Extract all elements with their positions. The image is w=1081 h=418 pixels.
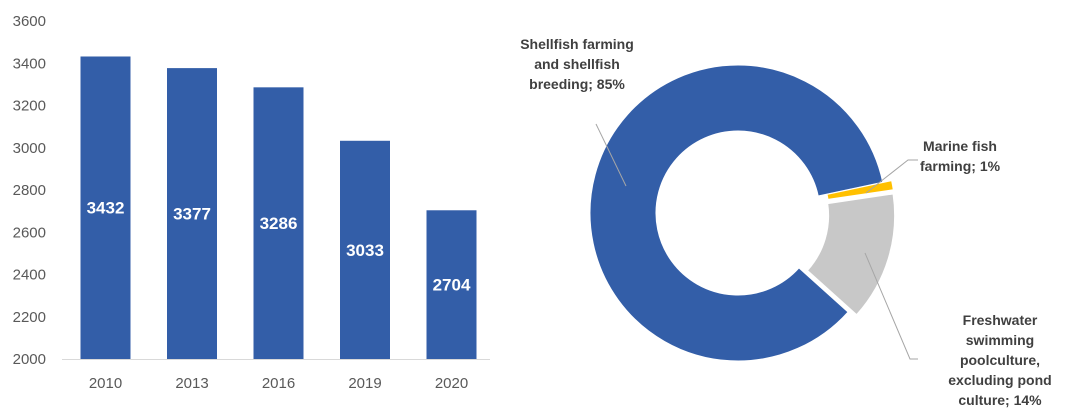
x-tick-label: 2013: [175, 375, 208, 392]
y-tick-label: 2200: [13, 309, 46, 326]
slice-0: [589, 64, 884, 362]
slice-label: excluding pond: [948, 372, 1051, 388]
y-tick-label: 3400: [13, 55, 46, 72]
y-tick-label: 2600: [13, 224, 46, 241]
data-label: 3432: [87, 199, 125, 218]
y-tick-label: 3200: [13, 98, 46, 115]
slice-2: [806, 193, 896, 316]
y-tick-label: 2800: [13, 182, 46, 199]
leader-line: [865, 159, 918, 194]
slice-label: Shellfish farming: [520, 36, 634, 52]
slice-1: [826, 180, 894, 200]
slice-label: poolculture,: [960, 352, 1040, 368]
slice-label: culture; 14%: [958, 392, 1042, 408]
y-tick-label: 3600: [13, 13, 46, 30]
slice-label: swimming: [966, 332, 1034, 348]
y-tick-label: 3000: [13, 140, 46, 157]
slice-label: farming; 1%: [920, 158, 1001, 174]
data-label: 2704: [433, 276, 471, 295]
y-tick-label: 2400: [13, 267, 46, 284]
x-tick-label: 2010: [89, 375, 122, 392]
slice-label: and shellfish: [534, 56, 620, 72]
x-tick-label: 2020: [435, 375, 468, 392]
x-tick-label: 2016: [262, 375, 295, 392]
data-label: 3033: [346, 241, 384, 260]
bar-2010: [80, 56, 131, 360]
y-tick-label: 2000: [13, 351, 46, 368]
slice-label: breeding; 85%: [529, 76, 625, 92]
slice-label: Marine fish: [923, 138, 997, 154]
data-label: 3377: [173, 205, 211, 224]
slice-label: Freshwater: [963, 312, 1038, 328]
leader-line: [595, 123, 627, 187]
bar-2019: [340, 140, 390, 359]
bar-chart: 2000 2200 2400 2600 2800 3000 3200 3400 3600 3432…: [13, 13, 490, 392]
leader-line: [864, 252, 918, 360]
x-tick-label: 2019: [348, 375, 381, 392]
bar-2013: [167, 68, 217, 359]
bar-2020: [426, 210, 477, 359]
data-label: 3286: [260, 214, 298, 233]
bar-2016: [253, 87, 304, 360]
